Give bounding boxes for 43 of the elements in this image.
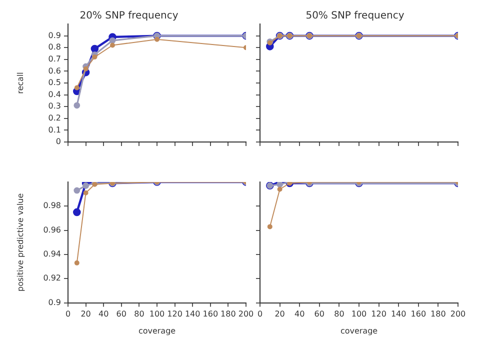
y-axis-title: positive predictive value	[16, 193, 25, 292]
y-tick-label: 0.94	[43, 250, 61, 259]
x-tick-label: 40	[294, 310, 305, 319]
y-tick-label: 0.8	[48, 42, 61, 52]
y-tick-label: 0.3	[48, 102, 61, 111]
x-tick-label: 140	[184, 310, 200, 319]
y-tick-label: 0.7	[48, 54, 61, 64]
y-tick-label: 0.1	[48, 125, 61, 134]
y-tick-label: 0	[56, 137, 61, 146]
x-tick-label: 60	[116, 310, 126, 319]
x-tick-label: 180	[220, 310, 236, 319]
y-tick-label: 0.5	[48, 78, 61, 88]
x-tick-label: 120	[167, 310, 182, 319]
x-axis-title: coverage	[340, 326, 378, 336]
x-tick-label: 200	[450, 310, 466, 319]
x-tick-label: 140	[390, 310, 406, 319]
x-tick-label: 20	[274, 310, 285, 319]
x-tick-label: 0	[65, 310, 71, 319]
x-tick-label: 60	[314, 310, 324, 319]
x-tick-label: 100	[149, 310, 165, 319]
x-tick-label: 0	[257, 310, 263, 319]
x-tick-label: 120	[371, 310, 386, 319]
y-tick-label: 0.9	[48, 30, 61, 40]
y-tick-label: 0.4	[48, 90, 61, 99]
y-tick-label: 0.98	[43, 201, 61, 210]
y-tick-label: 0.92	[43, 274, 61, 283]
y-tick-label: 0.2	[48, 113, 61, 122]
y-axis-title: recall	[16, 72, 25, 94]
y-tick-label: 0.96	[43, 225, 61, 234]
x-tick-label: 160	[410, 310, 426, 319]
x-tick-label: 180	[430, 310, 446, 319]
chart-title: 20% SNP frequency	[80, 10, 178, 22]
x-tick-label: 40	[98, 310, 109, 319]
chart-title: 50% SNP frequency	[306, 10, 404, 22]
y-tick-label: 0.6	[48, 66, 61, 76]
x-tick-label: 80	[134, 310, 144, 319]
x-tick-label: 160	[202, 310, 218, 319]
x-axis-title: coverage	[138, 326, 176, 336]
x-tick-label: 200	[238, 310, 254, 319]
x-tick-label: 100	[351, 310, 367, 319]
x-tick-label: 80	[334, 310, 344, 319]
x-tick-label: 20	[80, 310, 91, 319]
y-tick-label: 0.9	[48, 298, 61, 307]
